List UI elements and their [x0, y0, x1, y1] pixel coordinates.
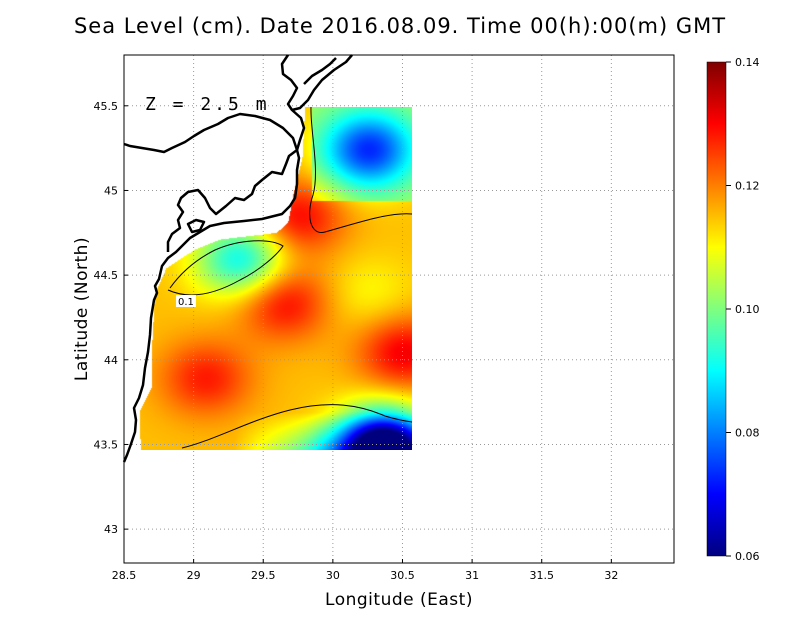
y-tick-label: 43 — [104, 523, 118, 536]
colorbar-tick-label: 0.10 — [735, 303, 760, 316]
colorbar — [706, 61, 727, 557]
coastline-lake — [303, 57, 337, 85]
sea-level-field — [139, 107, 412, 450]
x-tick-label: 30.5 — [390, 569, 415, 582]
contour-lines — [167, 106, 413, 449]
depth-annotation: Z = 2.5 m — [145, 94, 270, 115]
y-axis-ticks: 43 43.5 44 44.5 45 45.5 — [94, 100, 128, 536]
x-tick-label: 30 — [326, 569, 340, 582]
plot-frame — [123, 54, 675, 564]
y-tick-label: 45.5 — [94, 100, 119, 113]
contour-south — [181, 404, 413, 449]
y-tick-label: 45 — [104, 184, 118, 197]
coastline-estuary — [291, 54, 353, 112]
y-tick-label: 43.5 — [94, 438, 119, 451]
coastline — [122, 54, 353, 463]
contour-label-bg — [176, 295, 196, 307]
x-tick-label: 31.5 — [529, 569, 554, 582]
coastline-bay — [123, 112, 299, 154]
colorbar-tick-label: 0.12 — [735, 180, 760, 193]
coastline-north — [280, 54, 306, 151]
x-tick-label: 28.5 — [112, 569, 137, 582]
contour-north — [309, 106, 413, 233]
x-axis-label: Longitude (East) — [325, 590, 473, 610]
y-tick-label: 44.5 — [94, 269, 119, 282]
contour-label: 0.1 — [178, 297, 194, 308]
x-tick-label: 32 — [604, 569, 618, 582]
x-tick-label: 29.5 — [251, 569, 276, 582]
colorbar-tick-label: 0.06 — [735, 550, 760, 563]
y-tick-label: 44 — [104, 354, 118, 367]
coastline-main — [122, 148, 301, 463]
colorbar-tick-label: 0.08 — [735, 427, 760, 440]
colorbar-tick-label: 0.14 — [735, 56, 760, 69]
contour-west-eddy — [167, 240, 284, 296]
x-axis-ticks: 28.5 29 29.5 30 30.5 31 31.5 32 — [112, 559, 618, 582]
colorbar-ticks: 0.06 0.08 0.10 0.12 0.14 — [726, 56, 760, 563]
x-tick-label: 31 — [465, 569, 479, 582]
x-tick-label: 29 — [187, 569, 201, 582]
grid-lines — [124, 55, 674, 563]
coastline-lake-2 — [186, 218, 206, 234]
chart-title: Sea Level (cm). Date 2016.08.09. Time 00… — [73, 14, 727, 38]
